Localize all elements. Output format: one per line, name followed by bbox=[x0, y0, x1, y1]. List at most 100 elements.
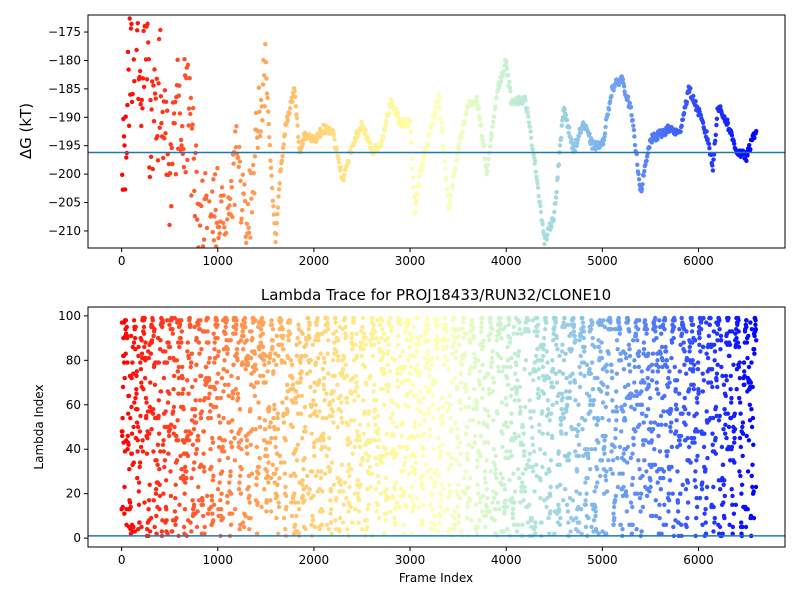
delta-g-x-ticks: 0 1000 2000 3000 4000 5000 6000 bbox=[118, 248, 714, 268]
lambda-point bbox=[341, 502, 346, 507]
lambda-point bbox=[348, 504, 353, 510]
lambda-point bbox=[215, 335, 220, 341]
lambda-point bbox=[148, 351, 154, 356]
delta-g-point bbox=[725, 120, 731, 126]
lambda-point bbox=[253, 427, 258, 432]
lambda-point bbox=[657, 318, 662, 323]
lambda-point bbox=[639, 529, 644, 534]
lambda-point bbox=[308, 384, 313, 390]
lambda-point bbox=[576, 453, 582, 459]
lambda-point bbox=[203, 364, 209, 370]
lambda-point bbox=[266, 360, 272, 365]
lambda-point bbox=[436, 407, 441, 412]
lambda-point bbox=[546, 515, 551, 521]
lambda-point bbox=[275, 493, 280, 499]
delta-g-point bbox=[282, 132, 288, 137]
lambda-point bbox=[216, 413, 222, 419]
delta-g-point bbox=[126, 123, 132, 128]
lambda-point bbox=[503, 324, 508, 330]
lambda-point bbox=[142, 500, 147, 505]
lambda-point bbox=[540, 409, 545, 414]
lambda-point bbox=[639, 369, 644, 374]
lambda-point bbox=[602, 451, 607, 456]
delta-g-point bbox=[486, 156, 491, 162]
lambda-point bbox=[313, 360, 318, 365]
lambda-point bbox=[371, 389, 376, 394]
lambda-point bbox=[746, 364, 752, 370]
lambda-point bbox=[522, 489, 528, 494]
lambda-point bbox=[673, 402, 679, 407]
lambda-point bbox=[202, 395, 208, 401]
lambda-point bbox=[444, 400, 449, 405]
lambda-point bbox=[603, 404, 608, 410]
lambda-point bbox=[373, 487, 379, 492]
lambda-point bbox=[482, 475, 488, 481]
lambda-point bbox=[437, 520, 443, 525]
lambda-point bbox=[621, 484, 626, 490]
lambda-point bbox=[248, 355, 254, 361]
lambda-point bbox=[432, 522, 438, 527]
delta-g-point bbox=[177, 83, 182, 88]
delta-g-point bbox=[544, 237, 549, 242]
lambda-point bbox=[657, 502, 662, 507]
lambda-point bbox=[644, 413, 649, 419]
delta-g-point bbox=[381, 135, 386, 140]
lambda-point bbox=[227, 480, 232, 485]
delta-g-point bbox=[292, 89, 297, 94]
lambda-point bbox=[198, 415, 204, 421]
lambda-point bbox=[201, 464, 206, 470]
lambda-point bbox=[658, 487, 663, 492]
lambda-point bbox=[244, 338, 249, 343]
lambda-point bbox=[266, 480, 271, 485]
lambda-y-label: Lambda Index bbox=[32, 384, 46, 469]
lambda-point bbox=[138, 367, 144, 372]
delta-g-point bbox=[603, 124, 608, 130]
lambda-point bbox=[381, 331, 387, 336]
lambda-point bbox=[608, 467, 613, 472]
lambda-point bbox=[664, 349, 669, 354]
lambda-point bbox=[355, 491, 361, 496]
lambda-point bbox=[752, 351, 757, 356]
lambda-points bbox=[119, 315, 759, 539]
lambda-point bbox=[753, 322, 758, 327]
lambda-point bbox=[679, 315, 684, 321]
lambda-point bbox=[265, 473, 270, 479]
lambda-point bbox=[319, 522, 324, 527]
lambda-point bbox=[339, 462, 344, 467]
lambda-point bbox=[696, 389, 701, 394]
lambda-point bbox=[582, 373, 587, 379]
lambda-point bbox=[600, 400, 606, 405]
lambda-point bbox=[410, 498, 415, 503]
lambda-point bbox=[125, 360, 130, 365]
delta-g-point bbox=[214, 220, 219, 226]
delta-g-point bbox=[274, 221, 279, 226]
lambda-point bbox=[294, 458, 300, 463]
lambda-point bbox=[738, 473, 743, 479]
lambda-point bbox=[343, 362, 348, 367]
lambda-point bbox=[344, 400, 350, 405]
lambda-point bbox=[386, 495, 392, 501]
lambda-point bbox=[465, 458, 471, 463]
delta-g-point bbox=[200, 178, 205, 183]
lambda-point bbox=[400, 380, 405, 385]
lambda-point bbox=[244, 438, 250, 443]
lambda-point bbox=[289, 513, 295, 519]
lambda-point bbox=[450, 344, 456, 350]
lambda-point bbox=[252, 351, 257, 356]
lambda-point bbox=[680, 411, 685, 416]
lambda-point bbox=[559, 391, 565, 396]
lambda-point bbox=[659, 331, 664, 336]
lambda-point bbox=[510, 511, 515, 516]
lambda-point bbox=[181, 387, 186, 392]
lambda-point bbox=[691, 387, 697, 392]
lambda-point bbox=[128, 415, 133, 421]
delta-g-point bbox=[332, 137, 337, 142]
lambda-point bbox=[370, 353, 376, 359]
lambda-point bbox=[595, 480, 600, 485]
lambda-point bbox=[326, 527, 331, 532]
lambda-point bbox=[486, 387, 492, 392]
lambda-point bbox=[359, 329, 364, 334]
lambda-point bbox=[297, 340, 302, 345]
lambda-point bbox=[661, 475, 666, 481]
